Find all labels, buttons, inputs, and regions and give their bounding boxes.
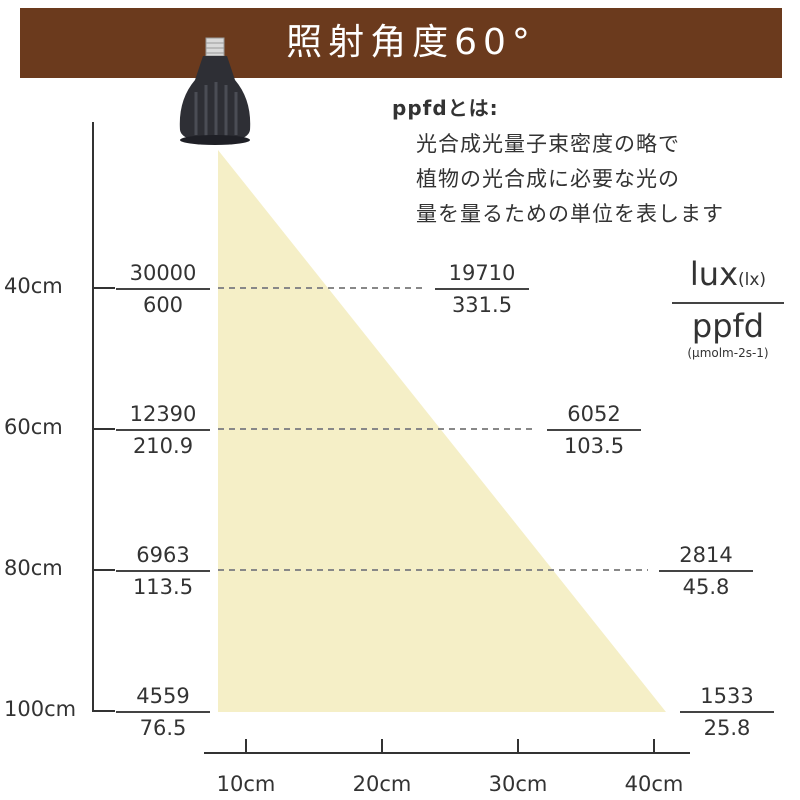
center-ppfd: 76.5 — [139, 716, 187, 740]
unit-legend: lux(lx) ppfd (μmolm-2s-1) — [672, 255, 784, 360]
edge-ppfd: 103.5 — [563, 434, 625, 458]
ppfd-definition-line: 光合成光量子束密度の略で — [416, 132, 680, 156]
ppfd-definition-line: 量を量るための単位を表します — [416, 202, 724, 226]
edge-ppfd: 331.5 — [451, 293, 513, 317]
fraction-bar — [116, 288, 210, 290]
distance-label-80cm: 80cm — [4, 556, 63, 580]
edge-ppfd: 45.8 — [682, 575, 730, 599]
legend-ppfd-unit: (μmolm-2s-1) — [687, 346, 769, 360]
ppfd-definition-heading: ppfdとは: — [392, 96, 499, 120]
title-banner: 照射角度60° — [20, 8, 782, 78]
center-ppfd: 210.9 — [132, 434, 194, 458]
radius-label-10cm: 10cm — [216, 772, 276, 796]
center-reading-80cm: 6963 113.5 — [108, 542, 218, 600]
fraction-bar — [547, 429, 641, 431]
center-reading-60cm: 12390 210.9 — [108, 401, 218, 459]
radius-label-40cm: 40cm — [624, 772, 684, 796]
distance-label-100cm: 100cm — [4, 697, 77, 721]
center-reading-100cm: 4559 76.5 — [108, 683, 218, 741]
center-ppfd: 600 — [142, 293, 184, 317]
legend-ppfd: ppfd — [691, 307, 765, 345]
center-lux: 6963 — [136, 543, 190, 567]
legend-fraction-bar — [672, 302, 784, 304]
distance-label-60cm: 60cm — [4, 415, 63, 439]
edge-lux: 6052 — [567, 402, 621, 426]
center-ppfd: 113.5 — [132, 575, 194, 599]
center-reading-40cm: 30000 600 — [108, 260, 218, 318]
edge-reading-100cm: 1533 25.8 — [672, 683, 782, 741]
center-lux: 30000 — [129, 261, 197, 285]
fraction-bar — [116, 711, 210, 713]
edge-reading-40cm: 19710 331.5 — [427, 260, 537, 318]
fraction-bar — [116, 570, 210, 572]
fraction-bar — [116, 429, 210, 431]
edge-ppfd: 25.8 — [703, 716, 751, 740]
fraction-bar — [435, 288, 529, 290]
edge-lux: 19710 — [448, 261, 516, 285]
light-beam — [218, 150, 666, 712]
center-lux: 4559 — [136, 684, 190, 708]
distance-label-40cm: 40cm — [4, 274, 63, 298]
radius-label-20cm: 20cm — [352, 772, 412, 796]
edge-reading-60cm: 6052 103.5 — [539, 401, 649, 459]
lamp-bulb-icon — [179, 37, 251, 145]
center-lux: 12390 — [129, 402, 197, 426]
fraction-bar — [659, 570, 753, 572]
legend-lux-unit: (lx) — [738, 270, 767, 290]
radius-label-30cm: 30cm — [488, 772, 548, 796]
edge-reading-80cm: 2814 45.8 — [651, 542, 761, 600]
fraction-bar — [680, 711, 774, 713]
ppfd-definition-line: 植物の光合成に必要な光の — [416, 167, 680, 191]
banner-title: 照射角度60° — [286, 22, 536, 63]
legend-lux: lux — [689, 255, 739, 293]
edge-lux: 2814 — [679, 543, 733, 567]
edge-lux: 1533 — [700, 684, 754, 708]
